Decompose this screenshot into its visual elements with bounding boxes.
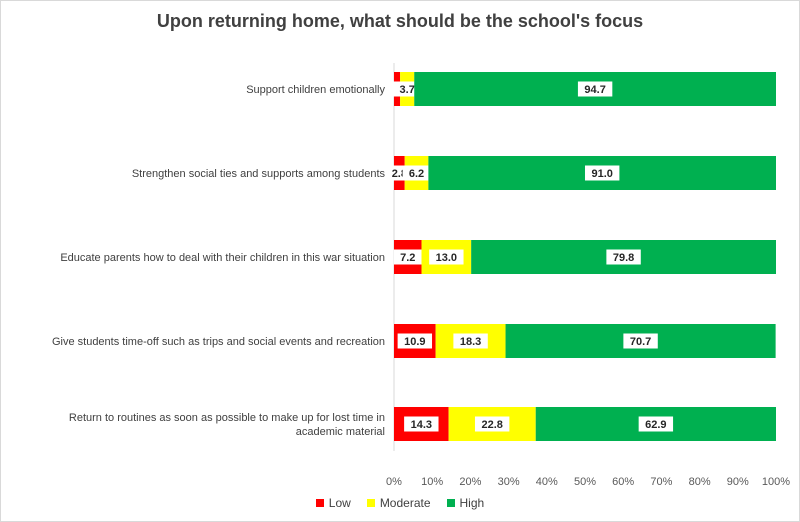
- data-label-low: 10.9: [404, 336, 425, 348]
- data-label-box: [404, 416, 439, 432]
- data-label-high: 62.9: [645, 419, 666, 431]
- legend-label-moderate: Moderate: [379, 496, 431, 510]
- category-label: Give students time-off such as trips and…: [52, 336, 385, 348]
- category-label: Educate parents how to deal with their c…: [60, 252, 385, 264]
- data-label-box: [474, 416, 510, 432]
- data-label-high: 94.7: [584, 84, 605, 96]
- data-label-moderate: 13.0: [436, 252, 457, 264]
- x-tick-label: 10%: [421, 476, 443, 488]
- x-tick-label: 100%: [762, 476, 790, 488]
- data-label-moderate: 18.3: [460, 336, 481, 348]
- category-label: Strengthen social ties and supports amon…: [132, 168, 386, 180]
- legend: Low Moderate High: [1, 496, 799, 510]
- data-label-box: [638, 416, 674, 432]
- data-label-box: [606, 249, 641, 265]
- data-label-box: [577, 81, 613, 97]
- data-label-box: [429, 249, 464, 265]
- x-tick-label: 20%: [459, 476, 481, 488]
- legend-item-low: Low: [315, 496, 351, 510]
- legend-label-low: Low: [328, 496, 351, 510]
- x-tick-label: 90%: [727, 476, 749, 488]
- data-label-box: [623, 333, 658, 349]
- x-tick-label: 60%: [612, 476, 634, 488]
- legend-label-high: High: [459, 496, 485, 510]
- data-label-high: 79.8: [613, 252, 634, 264]
- category-label: Return to routines as soon as possible t…: [69, 412, 385, 424]
- data-label-box: [393, 249, 422, 265]
- x-tick-label: 80%: [689, 476, 711, 488]
- x-tick-label: 0%: [386, 476, 402, 488]
- chart-title: Upon returning home, what should be the …: [156, 11, 644, 31]
- data-label-box: [402, 165, 431, 181]
- data-label-box: [584, 165, 620, 181]
- x-tick-label: 40%: [536, 476, 558, 488]
- x-tick-label: 50%: [574, 476, 596, 488]
- data-label-moderate: 3.7: [400, 84, 415, 96]
- data-label-moderate: 22.8: [481, 419, 502, 431]
- x-tick-label: 70%: [650, 476, 672, 488]
- legend-swatch-low: [315, 499, 324, 507]
- data-label-box: [393, 81, 422, 97]
- data-label-box: [397, 333, 433, 349]
- legend-swatch-moderate: [366, 499, 375, 507]
- data-label-low: 7.2: [400, 252, 415, 264]
- category-label: academic material: [296, 426, 385, 438]
- legend-item-moderate: Moderate: [366, 496, 431, 510]
- data-label-low: 14.3: [411, 419, 432, 431]
- data-label-high: 91.0: [591, 168, 612, 180]
- data-label-moderate: 6.2: [409, 168, 424, 180]
- category-label: Support children emotionally: [246, 84, 385, 96]
- legend-item-high: High: [446, 496, 485, 510]
- data-label-box: [453, 333, 488, 349]
- data-label-high: 70.7: [630, 336, 651, 348]
- legend-swatch-high: [446, 499, 455, 507]
- x-tick-label: 30%: [498, 476, 520, 488]
